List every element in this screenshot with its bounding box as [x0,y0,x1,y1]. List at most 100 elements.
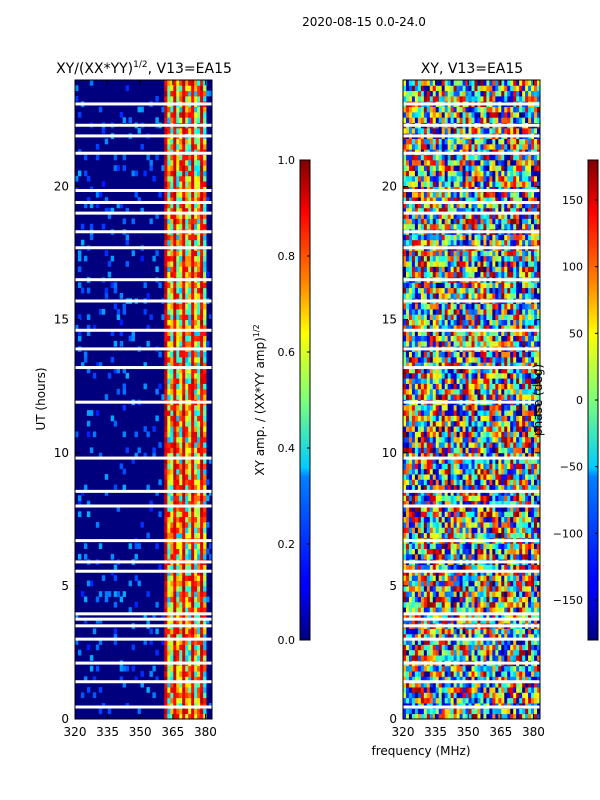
right-heatmap-cell [411,452,416,459]
left-heatmap-cell [185,655,189,661]
left-gap-row [75,637,212,641]
left-colorbar-tick-label: 1.0 [278,154,296,167]
left-heatmap-cell [143,383,147,390]
right-heatmap-cell [492,601,496,608]
right-heatmap-cell [528,479,532,486]
right-heatmap [403,80,540,719]
left-heatmap-cell [182,676,186,683]
left-heatmap-cell [164,713,168,719]
right-heatmap-cell [507,580,511,587]
left-heatmap-cell [188,474,192,480]
right-heatmap-cell [465,516,469,523]
right-heatmap-cell [498,601,502,608]
right-heatmap-cell [537,436,540,443]
left-heatmap-cell [167,692,171,699]
left-heatmap-cell [179,527,183,534]
right-heatmap-cell [441,548,446,555]
left-heatmap-cell [173,207,177,214]
right-heatmap-cell [486,569,490,576]
right-heatmap-cell [465,665,469,672]
right-heatmap-cell [531,431,535,438]
right-heatmap-cell [450,468,455,475]
right-heatmap-cell [537,564,540,571]
left-heatmap-cell [125,665,130,672]
right-heatmap-cell [450,404,455,411]
right-heatmap-cell [435,580,440,587]
left-heatmap-cell [197,511,201,518]
left-heatmap-cell [176,335,180,342]
right-heatmap-cell [450,569,455,576]
right-heatmap-cell [456,511,460,518]
right-heatmap-cell [510,452,514,459]
right-heatmap-cell [403,553,407,560]
right-heatmap-cell [435,649,440,656]
right-heatmap-cell [480,575,484,581]
left-heatmap-cell [173,458,177,464]
left-heatmap-cell [176,452,180,459]
left-colorbar-tick-label: 0.4 [278,442,296,455]
right-heatmap-cell [474,442,478,448]
left-heatmap-cell [170,202,174,209]
right-heatmap-cell [486,580,490,587]
left-heatmap-cell [113,628,118,635]
right-heatmap-cell [498,404,502,411]
left-heatmap-cell [176,426,180,432]
left-heatmap-cell [179,394,183,400]
left-heatmap-cell [170,655,174,661]
right-heatmap-cell [510,388,514,395]
left-heatmap-cell [80,692,85,699]
left-heatmap-cell [89,410,94,416]
right-heatmap-cell [486,495,490,502]
left-heatmap-cell [170,474,174,480]
right-heatmap-cell [420,463,425,470]
right-heatmap-cell [519,532,523,539]
right-heatmap-cell [447,516,452,523]
left-heatmap-cell [143,452,147,459]
right-heatmap-cell [534,548,538,555]
right-heatmap-cell [414,410,419,416]
right-heatmap-cell [498,447,502,454]
left-heatmap-cell [167,356,171,363]
right-heatmap-cell [498,617,502,624]
left-heatmap-cell [110,415,115,422]
left-heatmap-cell [194,362,198,368]
left-heatmap-cell [191,314,195,321]
right-heatmap-cell [417,639,422,645]
left-xtick-label: 350 [129,725,152,739]
right-heatmap-cell [525,506,529,512]
left-heatmap-cell [77,495,82,502]
left-heatmap-cell [164,165,168,171]
right-heatmap-cell [411,591,416,597]
right-heatmap-cell [432,479,437,486]
left-heatmap-cell [167,527,171,534]
right-heatmap-cell [405,553,410,560]
right-heatmap-cell [486,697,490,704]
right-heatmap-cell [408,490,413,496]
left-heatmap-cell [86,175,91,182]
right-heatmap-cell [513,639,517,645]
right-heatmap-cell [417,681,422,688]
right-heatmap-cell [403,415,407,422]
left-heatmap-cell [149,500,153,507]
right-heatmap-cell [465,388,469,395]
right-heatmap-cell [429,415,434,422]
right-heatmap-cell [492,521,496,528]
left-heatmap-cell [188,420,192,427]
right-heatmap-cell [441,676,446,683]
left-heatmap-cell [170,548,174,555]
right-heatmap-cell [423,607,428,613]
right-heatmap-cell [492,431,496,438]
right-heatmap-cell [403,468,407,475]
right-heatmap-cell [483,607,487,613]
left-heatmap-cell [185,293,189,299]
right-heatmap-cell [411,468,416,475]
right-heatmap-cell [432,708,437,715]
left-heatmap-cell [203,293,207,299]
left-heatmap-cell [194,111,198,118]
left-heatmap-cell [173,431,177,438]
right-heatmap-cell [471,665,475,672]
left-heatmap-cell [200,420,204,427]
right-heatmap-cell [429,612,434,619]
left-heatmap-cell [173,362,177,368]
left-heatmap-cell [170,607,174,613]
